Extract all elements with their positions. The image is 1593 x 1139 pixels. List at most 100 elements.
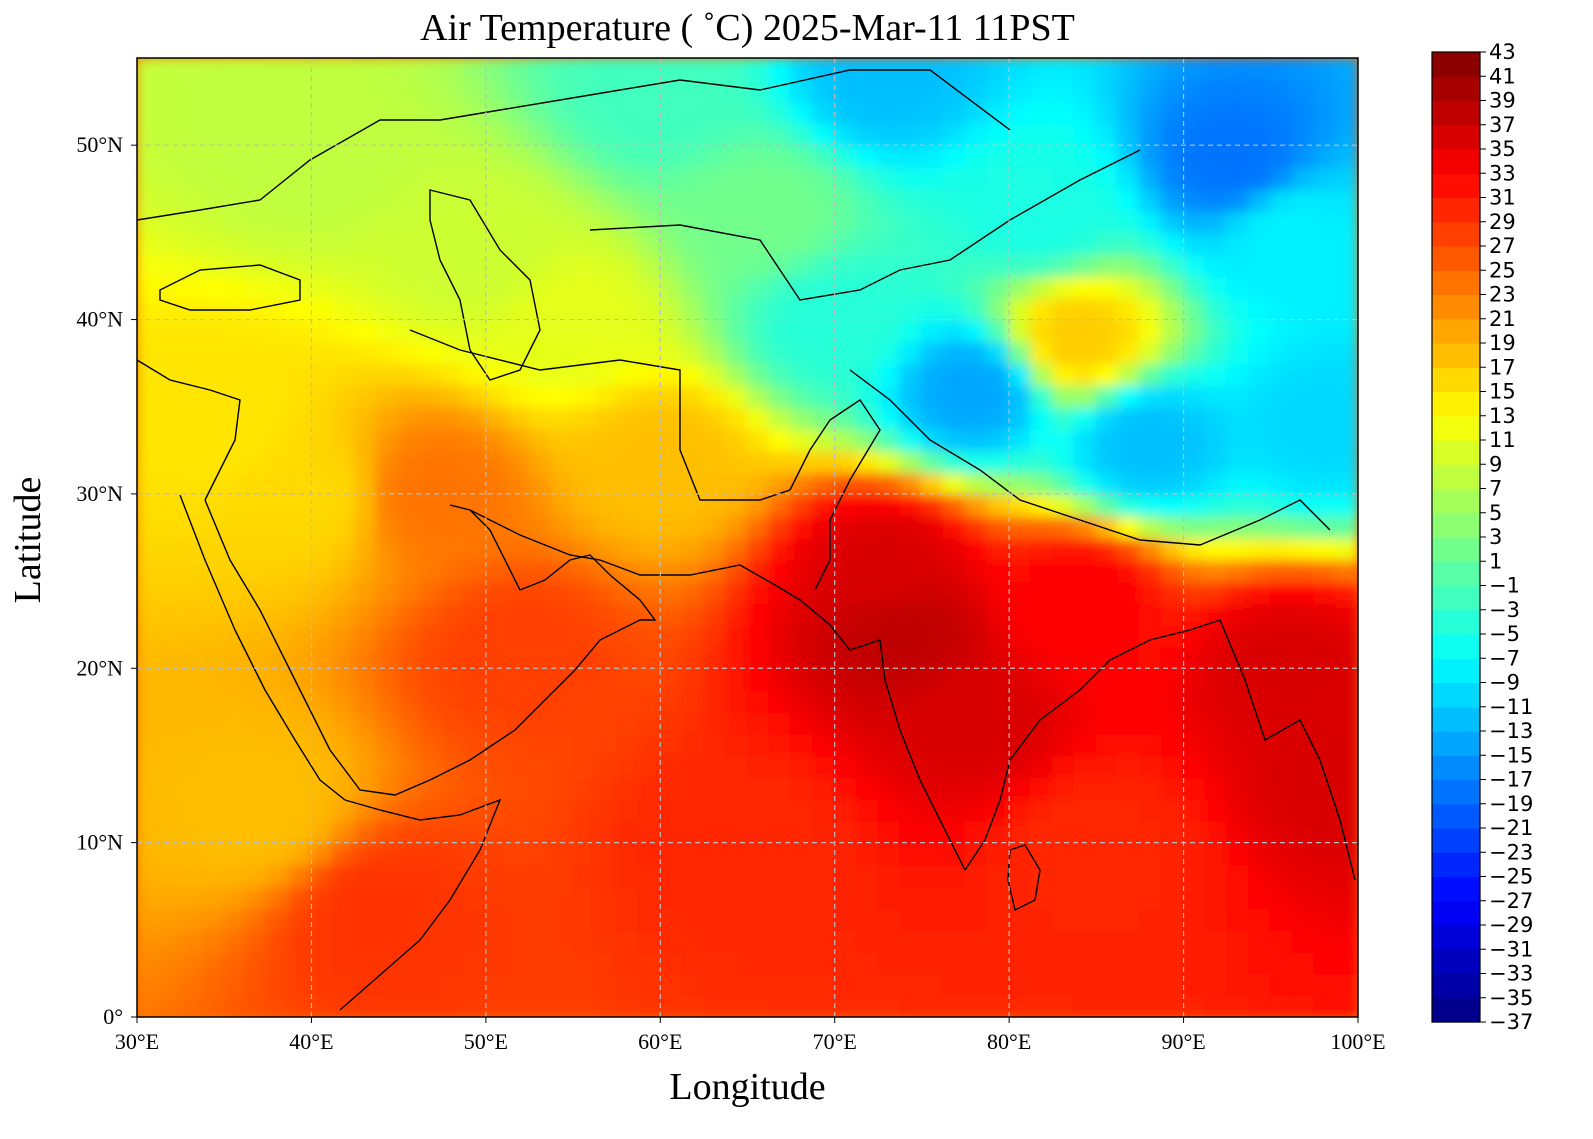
temperature-cell <box>419 427 444 452</box>
temperature-cell <box>354 274 378 299</box>
india-east-coast <box>964 619 1221 871</box>
temperature-cell <box>463 645 487 670</box>
temperature-cell <box>1029 144 1054 168</box>
temperature-cell <box>986 972 1011 997</box>
temperature-cell <box>702 928 727 953</box>
temperature-cell <box>310 274 335 299</box>
temperature-cell <box>179 950 204 975</box>
temperature-cell <box>681 732 705 757</box>
temperature-cell <box>986 710 1011 735</box>
temperature-cell <box>637 841 662 866</box>
temperature-cell <box>768 58 793 81</box>
temperature-cell <box>964 885 989 910</box>
temperature-cell <box>137 318 160 343</box>
temperature-cell <box>724 558 749 583</box>
temperature-cell <box>1291 471 1316 495</box>
temperature-cell <box>899 405 923 430</box>
temperature-cell <box>484 58 509 81</box>
temperature-cell <box>1051 492 1076 517</box>
temperature-cell <box>1073 754 1098 779</box>
temperature-cell <box>157 950 182 975</box>
temperature-cell <box>746 645 771 670</box>
temperature-cell <box>506 885 531 910</box>
temperature-cell <box>1160 209 1185 234</box>
temperature-cell <box>1073 209 1098 234</box>
temperature-cell <box>375 754 400 779</box>
temperature-cell <box>1313 187 1338 212</box>
temperature-cell <box>593 165 618 190</box>
temperature-cell <box>615 536 640 561</box>
temperature-cell <box>855 536 880 561</box>
temperature-cell <box>419 950 444 975</box>
temperature-cell <box>245 907 269 931</box>
temperature-cell <box>1269 165 1294 190</box>
temperature-cell <box>1335 907 1358 931</box>
temperature-cell <box>855 449 880 474</box>
colorbar-bin <box>1432 658 1480 684</box>
temperature-cell <box>942 165 967 190</box>
temperature-cell <box>659 78 684 103</box>
temperature-cell <box>593 994 618 1017</box>
temperature-cell <box>528 536 553 561</box>
temperature-cell <box>1095 928 1120 953</box>
caspian-sea <box>429 189 541 381</box>
temperature-cell <box>1204 405 1229 430</box>
temperature-cell <box>223 187 248 212</box>
temperature-cell <box>1160 819 1185 844</box>
temperature-cell <box>702 144 727 168</box>
temperature-cell <box>179 471 204 495</box>
temperature-cell <box>137 798 160 822</box>
temperature-cell <box>266 776 291 801</box>
temperature-cell <box>877 972 902 997</box>
temperature-cell <box>310 580 335 604</box>
temperature-cell <box>833 427 858 452</box>
temperature-cell <box>528 972 553 997</box>
temperature-cell <box>245 144 269 168</box>
temperature-cell <box>354 340 378 365</box>
temperature-cell <box>572 405 596 430</box>
temperature-cell <box>1269 819 1294 844</box>
temperature-cell <box>1051 58 1076 81</box>
temperature-cell <box>593 449 618 474</box>
temperature-cell <box>157 100 182 125</box>
temperature-cell <box>419 907 444 931</box>
temperature-cell <box>768 100 793 125</box>
temperature-cell <box>1095 318 1120 343</box>
temperature-cell <box>506 994 531 1017</box>
temperature-cell <box>484 710 509 735</box>
colorbar-bin <box>1432 512 1480 538</box>
temperature-cell <box>157 645 182 670</box>
temperature-cell <box>964 710 989 735</box>
temperature-cell <box>615 667 640 692</box>
temperature-cell <box>724 274 749 299</box>
temperature-cell <box>463 187 487 212</box>
temperature-cell <box>1269 928 1294 953</box>
y-axis-ticks: 0°10°N20°N30°N40°N50°N <box>76 132 137 1029</box>
temperature-cell <box>310 471 335 495</box>
temperature-cell <box>419 209 444 234</box>
temperature-cell <box>266 362 291 386</box>
colorbar-tick-label: 3 <box>1489 525 1502 549</box>
temperature-cell <box>441 885 466 910</box>
temperature-cell <box>441 689 466 713</box>
temperature-cell <box>1051 514 1076 539</box>
temperature-cell <box>855 296 880 321</box>
temperature-cell <box>724 776 749 801</box>
temperature-cell <box>397 601 422 626</box>
temperature-cell <box>593 754 618 779</box>
temperature-cell <box>441 318 466 343</box>
temperature-cell <box>746 798 771 822</box>
temperature-cell <box>1160 318 1185 343</box>
temperature-cell <box>1247 296 1272 321</box>
temperature-cell <box>920 667 945 692</box>
temperature-cell <box>419 623 444 648</box>
temperature-cell <box>659 449 684 474</box>
temperature-cell <box>288 994 313 1017</box>
temperature-cell <box>615 907 640 931</box>
temperature-cell <box>375 885 400 910</box>
temperature-cell <box>201 950 226 975</box>
colorbar-bin <box>1432 852 1480 878</box>
temperature-cell <box>1182 405 1207 430</box>
temperature-cell <box>288 907 313 931</box>
